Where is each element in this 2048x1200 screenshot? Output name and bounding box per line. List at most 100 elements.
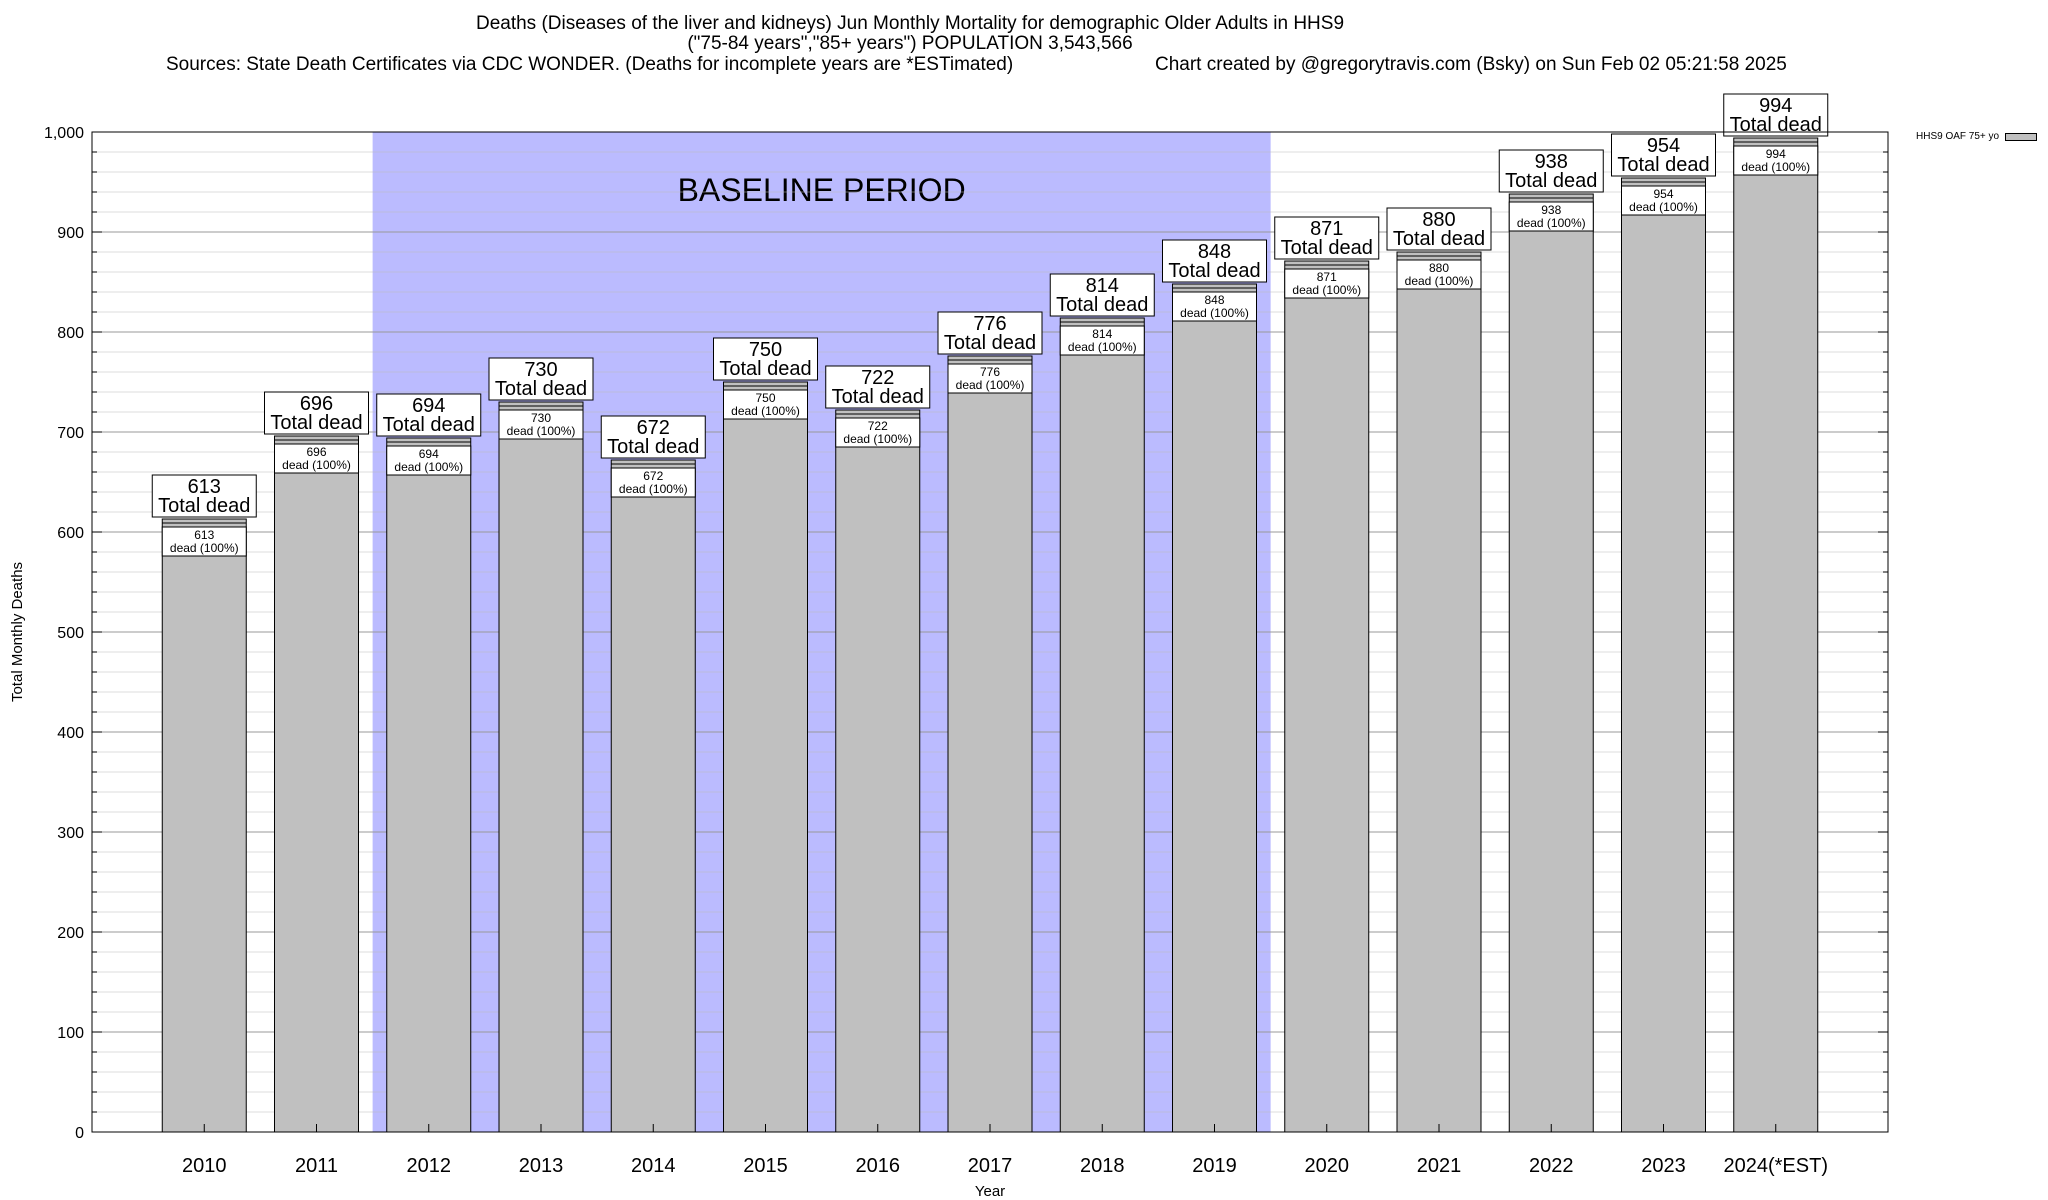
y-tick-label: 900: [57, 225, 84, 242]
total-text-label: Total dead: [1730, 114, 1822, 136]
inner-percent-label: dead (100%): [1629, 200, 1698, 214]
total-text-label: Total dead: [832, 386, 924, 408]
x-tick-label: 2018: [1080, 1155, 1125, 1177]
total-text-label: Total dead: [944, 332, 1036, 354]
inner-value-label: 750: [755, 391, 775, 405]
bar: [610, 459, 696, 1133]
x-tick-label: 2013: [519, 1155, 564, 1177]
inner-percent-label: dead (100%): [1180, 306, 1249, 320]
total-label-box: [376, 393, 482, 437]
inner-percent-label: dead (100%): [394, 460, 463, 474]
bar: [1284, 260, 1370, 1133]
bar: [1059, 317, 1145, 1133]
total-label-box: [151, 474, 257, 518]
chart-title: Deaths (Diseases of the liver and kidney…: [0, 14, 1820, 54]
inner-value-label: 994: [1766, 147, 1786, 161]
x-tick-label: 2020: [1305, 1155, 1350, 1177]
inner-percent-label: dead (100%): [731, 404, 800, 418]
x-tick-label: 2011: [295, 1155, 338, 1177]
total-value-label: 938: [1535, 151, 1568, 173]
inner-label-box: [1396, 259, 1482, 290]
bar: [498, 401, 584, 1133]
inner-value-label: 613: [194, 528, 214, 542]
inner-value-label: 730: [531, 411, 551, 425]
inner-percent-label: dead (100%): [1741, 160, 1810, 174]
y-tick-label: 100: [57, 1025, 84, 1042]
total-label-box: [1611, 133, 1716, 177]
y-tick-label: 700: [57, 425, 84, 442]
total-text-label: Total dead: [607, 436, 699, 458]
total-value-label: 776: [973, 313, 1006, 335]
inner-label-box: [161, 526, 247, 557]
total-value-label: 848: [1198, 241, 1231, 263]
inner-percent-label: dead (100%): [843, 432, 912, 446]
bar: [1508, 193, 1594, 1133]
y-tick-label: 600: [57, 525, 84, 542]
x-axis-label: Year: [975, 1183, 1005, 1200]
inner-percent-label: dead (100%): [170, 541, 239, 555]
legend-swatch: [2005, 132, 2038, 141]
x-tick-label: 2021: [1417, 1155, 1462, 1177]
inner-value-label: 938: [1541, 203, 1561, 217]
y-tick-label: 300: [57, 825, 84, 842]
x-tick-label: 2024(*EST): [1724, 1155, 1829, 1177]
bar: [723, 381, 808, 1133]
inner-percent-label: dead (100%): [1068, 340, 1137, 354]
inner-percent-label: dead (100%): [507, 424, 576, 438]
plot-frame: [91, 131, 1889, 1133]
inner-value-label: 672: [643, 469, 663, 483]
total-label-box: [1049, 273, 1155, 317]
inner-label-box: [386, 445, 472, 476]
bar: [274, 435, 359, 1133]
bar: [947, 355, 1033, 1133]
bar: [1621, 177, 1706, 1133]
total-text-label: Total dead: [383, 414, 475, 436]
title-line-2: ("75-84 years","85+ years") POPULATION 3…: [687, 33, 1133, 54]
total-value-label: 954: [1647, 135, 1680, 157]
inner-value-label: 871: [1317, 270, 1337, 284]
inner-label-box: [835, 417, 921, 448]
y-tick-label: 1,000: [44, 125, 84, 142]
inner-percent-label: dead (100%): [1517, 216, 1586, 230]
total-text-label: Total dead: [270, 412, 362, 434]
inner-label-box: [1508, 201, 1594, 232]
total-value-label: 613: [188, 476, 221, 498]
total-text-label: Total dead: [1056, 294, 1148, 316]
inner-label-box: [498, 409, 584, 440]
inner-label-box: [274, 443, 359, 474]
inner-label-box: [1172, 291, 1257, 322]
y-tick-label: 0: [75, 1125, 84, 1142]
inner-percent-label: dead (100%): [619, 482, 688, 496]
inner-label-box: [723, 389, 808, 420]
total-text-label: Total dead: [495, 378, 587, 400]
total-text-label: Total dead: [1617, 154, 1709, 176]
legend-label: HHS9 OAF 75+ yo: [1916, 131, 2000, 142]
total-label-box: [713, 337, 818, 381]
credit-note: Chart created by @gregorytravis.com (Bsk…: [1155, 54, 1787, 75]
inner-percent-label: dead (100%): [1405, 274, 1474, 288]
x-tick-label: 2022: [1529, 1155, 1574, 1177]
total-text-label: Total dead: [1505, 170, 1597, 192]
total-label-box: [1498, 149, 1604, 193]
y-tick-label: 800: [57, 325, 84, 342]
baseline-label: BASELINE PERIOD: [678, 172, 966, 208]
x-tick-label: 2014: [631, 1155, 676, 1177]
total-label-box: [1274, 216, 1380, 260]
y-tick-label: 500: [57, 625, 84, 642]
bar: [161, 518, 247, 1133]
inner-value-label: 694: [419, 447, 439, 461]
inner-value-label: 722: [868, 419, 888, 433]
y-tick-label: 200: [57, 925, 84, 942]
total-value-label: 994: [1759, 95, 1792, 117]
legend: HHS9 OAF 75+ yo: [1916, 131, 2038, 142]
total-text-label: Total dead: [1393, 228, 1485, 250]
total-text-label: Total dead: [719, 358, 811, 380]
x-tick-label: 2010: [182, 1155, 227, 1177]
total-label-box: [1386, 207, 1492, 251]
total-label-box: [600, 415, 706, 459]
bar: [1733, 137, 1819, 1133]
total-text-label: Total dead: [1168, 260, 1260, 282]
inner-value-label: 814: [1092, 327, 1112, 341]
total-label-box: [488, 357, 594, 401]
bar: [1396, 251, 1482, 1133]
